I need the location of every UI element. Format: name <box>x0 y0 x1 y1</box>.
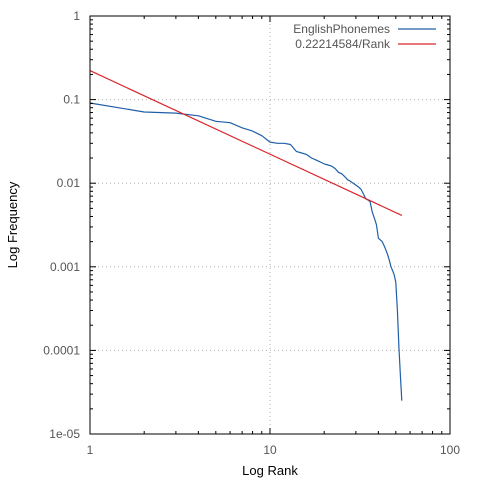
legend-label-1: 0.22214584/Rank <box>295 37 391 51</box>
x-tick-label: 1 <box>87 443 94 457</box>
y-tick-label: 0.1 <box>63 93 80 107</box>
x-axis-title: Log Rank <box>242 463 298 478</box>
plot-frame <box>89 15 451 435</box>
legend-label-0: EnglishPhonemes <box>293 22 390 36</box>
grid <box>90 16 450 434</box>
y-tick-labels: 1 0.1 0.01 0.001 0.0001 1e-05 <box>43 9 80 441</box>
y-axis-title: Log Frequency <box>5 181 20 268</box>
series-line-1 <box>89 70 403 216</box>
series-lines <box>89 70 403 401</box>
y-tick-label: 0.01 <box>57 176 81 190</box>
y-tick-label: 1e-05 <box>49 427 80 441</box>
x-tick-labels: 1 10 100 <box>87 443 461 457</box>
series-line-0 <box>89 102 403 401</box>
y-tick-label: 0.0001 <box>43 343 80 357</box>
axis-ticks <box>89 15 451 435</box>
y-tick-label: 1 <box>73 9 80 23</box>
x-tick-label: 100 <box>440 443 460 457</box>
y-tick-label: 0.001 <box>50 260 80 274</box>
x-tick-label: 10 <box>263 443 277 457</box>
